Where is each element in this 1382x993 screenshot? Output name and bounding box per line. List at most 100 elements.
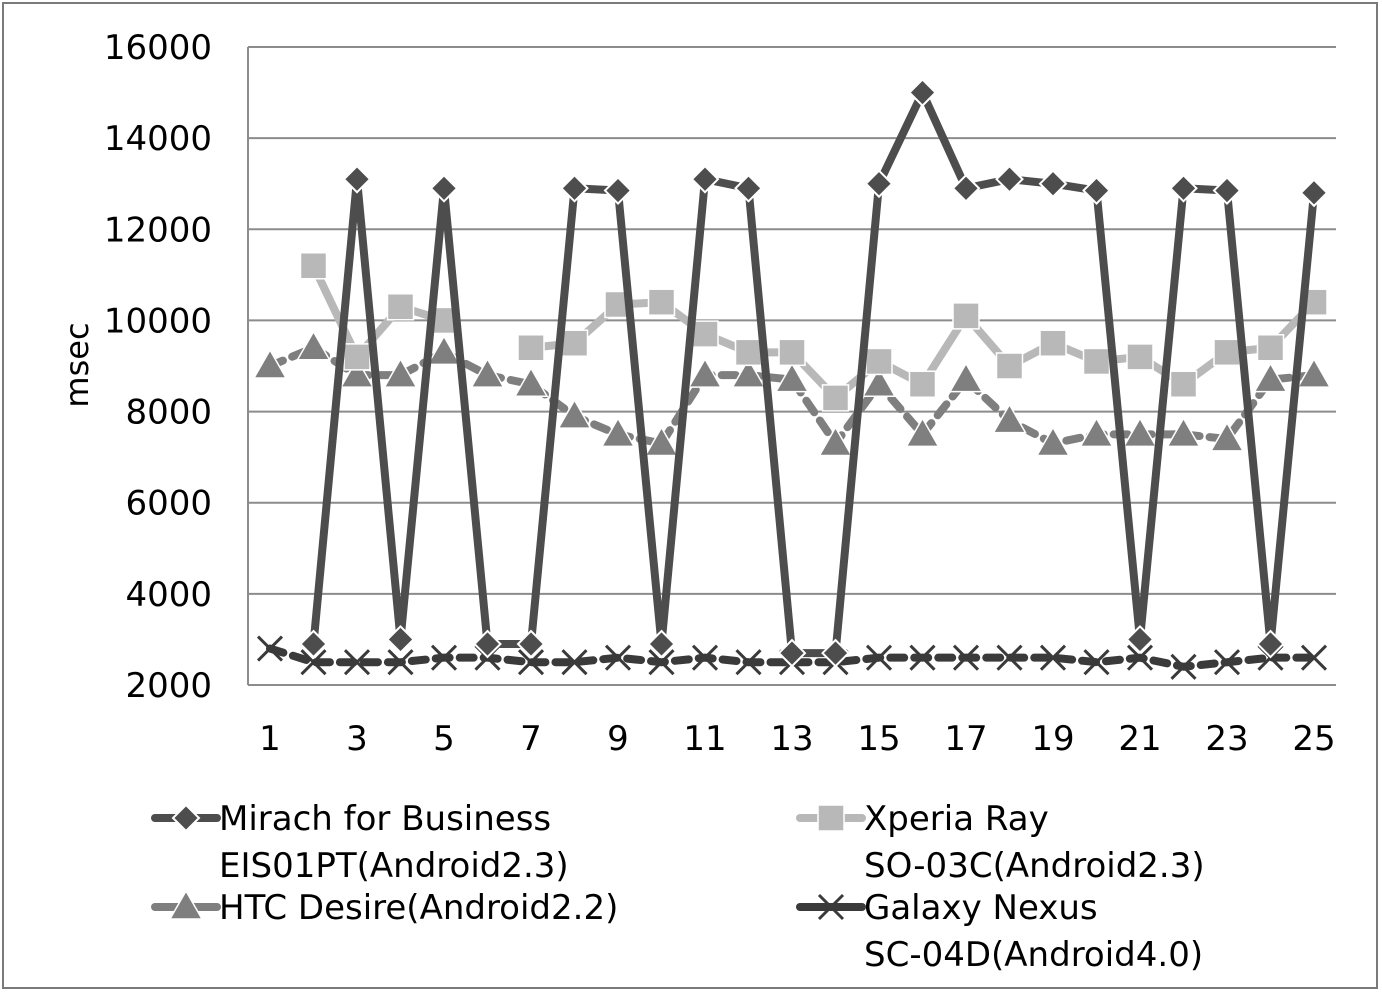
x-tick-label: 11 xyxy=(683,719,726,759)
data-point xyxy=(429,173,459,203)
marker-stroke xyxy=(865,644,893,671)
data-point xyxy=(517,334,545,362)
x-tick-label: 1 xyxy=(259,719,281,759)
marker-stroke xyxy=(430,644,458,671)
data-point xyxy=(1253,362,1288,393)
y-tick-label: 10000 xyxy=(104,301,212,341)
data-point xyxy=(1035,425,1071,457)
data-point xyxy=(948,362,984,393)
data-point xyxy=(473,629,502,659)
marker-stroke xyxy=(1083,649,1110,676)
data-point xyxy=(383,357,418,388)
y-tick-label: 6000 xyxy=(125,484,212,524)
data-point xyxy=(1299,178,1329,208)
data-point xyxy=(734,173,763,203)
legend-label: Xperia Ray xyxy=(864,799,1049,839)
marker-stroke xyxy=(604,644,632,671)
series-line xyxy=(309,261,448,361)
marker-stroke xyxy=(1300,644,1328,671)
data-point xyxy=(557,398,592,429)
data-point xyxy=(1082,347,1111,376)
data-point xyxy=(603,176,633,205)
data-point xyxy=(905,416,940,448)
series-0 xyxy=(299,78,1329,668)
x-tick-label: 9 xyxy=(607,719,629,759)
data-point xyxy=(1166,416,1201,448)
legend-item: Mirach for Business EIS01PT(Android2.3) xyxy=(151,799,569,886)
x-tick-label: 17 xyxy=(944,719,987,759)
data-point xyxy=(995,164,1024,194)
legend-item: Galaxy Nexus SC-04D(Android4.0) xyxy=(796,888,1203,975)
data-point xyxy=(300,649,327,676)
y-axis-ticks: 16000 14000 12000 10000 8000 6000 4000 2000 xyxy=(104,28,212,706)
x-axis-ticks: 1 3 5 7 9 11 13 15 17 19 21 23 25 xyxy=(259,719,1335,759)
series-line xyxy=(309,88,1318,658)
series-2 xyxy=(252,330,1332,457)
data-point xyxy=(648,649,675,676)
data-point xyxy=(951,173,981,203)
data-series xyxy=(252,78,1332,680)
data-point xyxy=(818,425,853,457)
data-point xyxy=(426,334,462,366)
legend-label: SC-04D(Android4.0) xyxy=(864,935,1203,975)
data-point xyxy=(821,638,850,668)
y-tick-label: 4000 xyxy=(125,575,212,615)
legend-item: Xperia Ray SO-03C(Android2.3) xyxy=(796,799,1205,886)
data-point xyxy=(1083,649,1110,676)
data-point xyxy=(1256,629,1285,659)
data-point xyxy=(1169,173,1198,203)
legend-marker xyxy=(171,803,201,833)
data-point xyxy=(647,288,676,316)
data-point xyxy=(252,348,288,379)
legend-marker xyxy=(817,804,845,832)
data-point xyxy=(513,366,549,397)
data-point xyxy=(864,169,894,199)
marker-stroke xyxy=(648,649,675,676)
data-point xyxy=(1213,338,1241,367)
y-tick-label: 8000 xyxy=(125,393,212,433)
y-tick-label: 12000 xyxy=(104,210,212,250)
marker-stroke xyxy=(996,644,1023,671)
data-point xyxy=(296,330,331,361)
marker-stroke xyxy=(517,649,545,676)
data-point xyxy=(908,370,937,398)
marker-stroke xyxy=(952,644,980,671)
data-point xyxy=(731,357,766,388)
data-point xyxy=(600,416,636,448)
marker-stroke xyxy=(256,635,284,662)
data-point xyxy=(1126,644,1154,671)
data-point xyxy=(560,173,589,203)
data-point xyxy=(1039,644,1067,671)
marker-stroke xyxy=(343,649,371,676)
data-point xyxy=(774,362,810,393)
x-tick-label: 21 xyxy=(1118,719,1161,759)
marker-stroke xyxy=(735,649,762,676)
y-tick-label: 2000 xyxy=(125,666,212,706)
data-point xyxy=(517,649,545,676)
data-point xyxy=(861,366,897,397)
data-point xyxy=(299,251,328,280)
data-point xyxy=(865,347,893,376)
data-point xyxy=(734,338,763,367)
marker-stroke xyxy=(1213,649,1241,676)
data-point xyxy=(952,644,980,671)
marker-stroke xyxy=(691,644,719,671)
legend-label: Galaxy Nexus xyxy=(864,888,1098,928)
x-tick-label: 13 xyxy=(770,719,813,759)
x-tick-label: 3 xyxy=(346,719,368,759)
data-point xyxy=(1213,649,1241,676)
x-tick-label: 19 xyxy=(1031,719,1074,759)
data-point xyxy=(909,644,936,671)
data-point xyxy=(339,357,375,388)
data-point xyxy=(561,649,588,676)
data-point xyxy=(387,649,414,676)
data-point xyxy=(952,302,980,330)
data-point xyxy=(691,644,719,671)
series-1 xyxy=(299,251,1328,412)
data-point xyxy=(470,357,505,388)
data-point xyxy=(256,635,284,662)
data-point xyxy=(735,649,762,676)
legend-label: HTC Desire(Android2.2) xyxy=(219,888,618,928)
